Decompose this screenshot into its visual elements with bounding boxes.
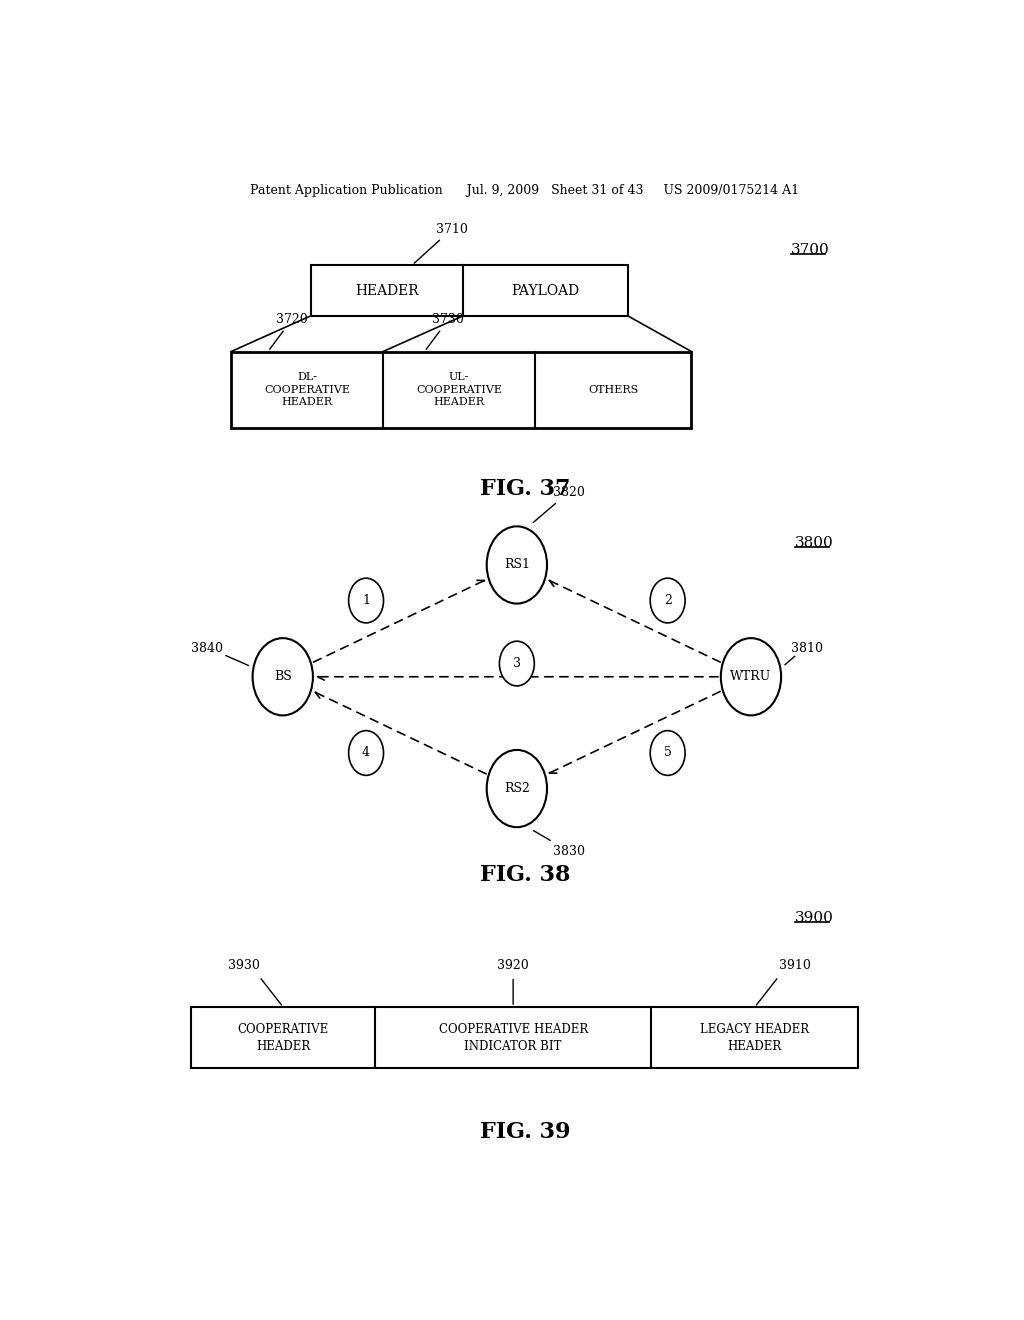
Text: PAYLOAD: PAYLOAD <box>511 284 580 297</box>
Text: 3710: 3710 <box>414 223 468 263</box>
Text: RS1: RS1 <box>504 558 529 572</box>
Text: RS2: RS2 <box>504 781 529 795</box>
Text: 3800: 3800 <box>795 536 834 549</box>
Circle shape <box>253 638 313 715</box>
Text: 3900: 3900 <box>795 911 834 924</box>
Text: 3720: 3720 <box>269 313 307 350</box>
Text: 2: 2 <box>664 594 672 607</box>
Text: COOPERATIVE HEADER
INDICATOR BIT: COOPERATIVE HEADER INDICATOR BIT <box>438 1023 588 1052</box>
Text: 3920: 3920 <box>498 958 529 972</box>
Text: 3840: 3840 <box>191 642 223 655</box>
Text: FIG. 39: FIG. 39 <box>479 1121 570 1143</box>
Circle shape <box>721 638 781 715</box>
Text: 5: 5 <box>664 747 672 759</box>
Bar <box>310 265 628 315</box>
Text: FIG. 37: FIG. 37 <box>479 478 570 500</box>
Text: 1: 1 <box>362 594 370 607</box>
Text: 3820: 3820 <box>534 486 585 523</box>
Circle shape <box>500 642 535 686</box>
Text: HEADER: HEADER <box>355 284 419 297</box>
Circle shape <box>348 731 384 775</box>
Circle shape <box>650 578 685 623</box>
Circle shape <box>650 731 685 775</box>
Text: 4: 4 <box>362 747 370 759</box>
Text: Patent Application Publication      Jul. 9, 2009   Sheet 31 of 43     US 2009/01: Patent Application Publication Jul. 9, 2… <box>250 185 800 198</box>
Text: 3830: 3830 <box>534 830 585 858</box>
Circle shape <box>486 527 547 603</box>
Text: OTHERS: OTHERS <box>588 384 638 395</box>
Text: 3700: 3700 <box>791 243 829 257</box>
Circle shape <box>486 750 547 828</box>
Text: BS: BS <box>273 671 292 684</box>
Text: WTRU: WTRU <box>730 671 772 684</box>
Text: 3910: 3910 <box>778 958 810 972</box>
Text: DL-
COOPERATIVE
HEADER: DL- COOPERATIVE HEADER <box>264 372 350 407</box>
Text: 3: 3 <box>513 657 521 671</box>
Text: COOPERATIVE
HEADER: COOPERATIVE HEADER <box>238 1023 329 1052</box>
Bar <box>231 351 691 428</box>
Text: UL-
COOPERATIVE
HEADER: UL- COOPERATIVE HEADER <box>416 372 502 407</box>
Bar <box>191 1007 858 1068</box>
Text: 3930: 3930 <box>227 958 259 972</box>
Text: FIG. 38: FIG. 38 <box>479 865 570 886</box>
Text: LEGACY HEADER
HEADER: LEGACY HEADER HEADER <box>700 1023 809 1052</box>
Text: 3730: 3730 <box>426 313 464 350</box>
Text: 3810: 3810 <box>791 642 822 655</box>
Circle shape <box>348 578 384 623</box>
